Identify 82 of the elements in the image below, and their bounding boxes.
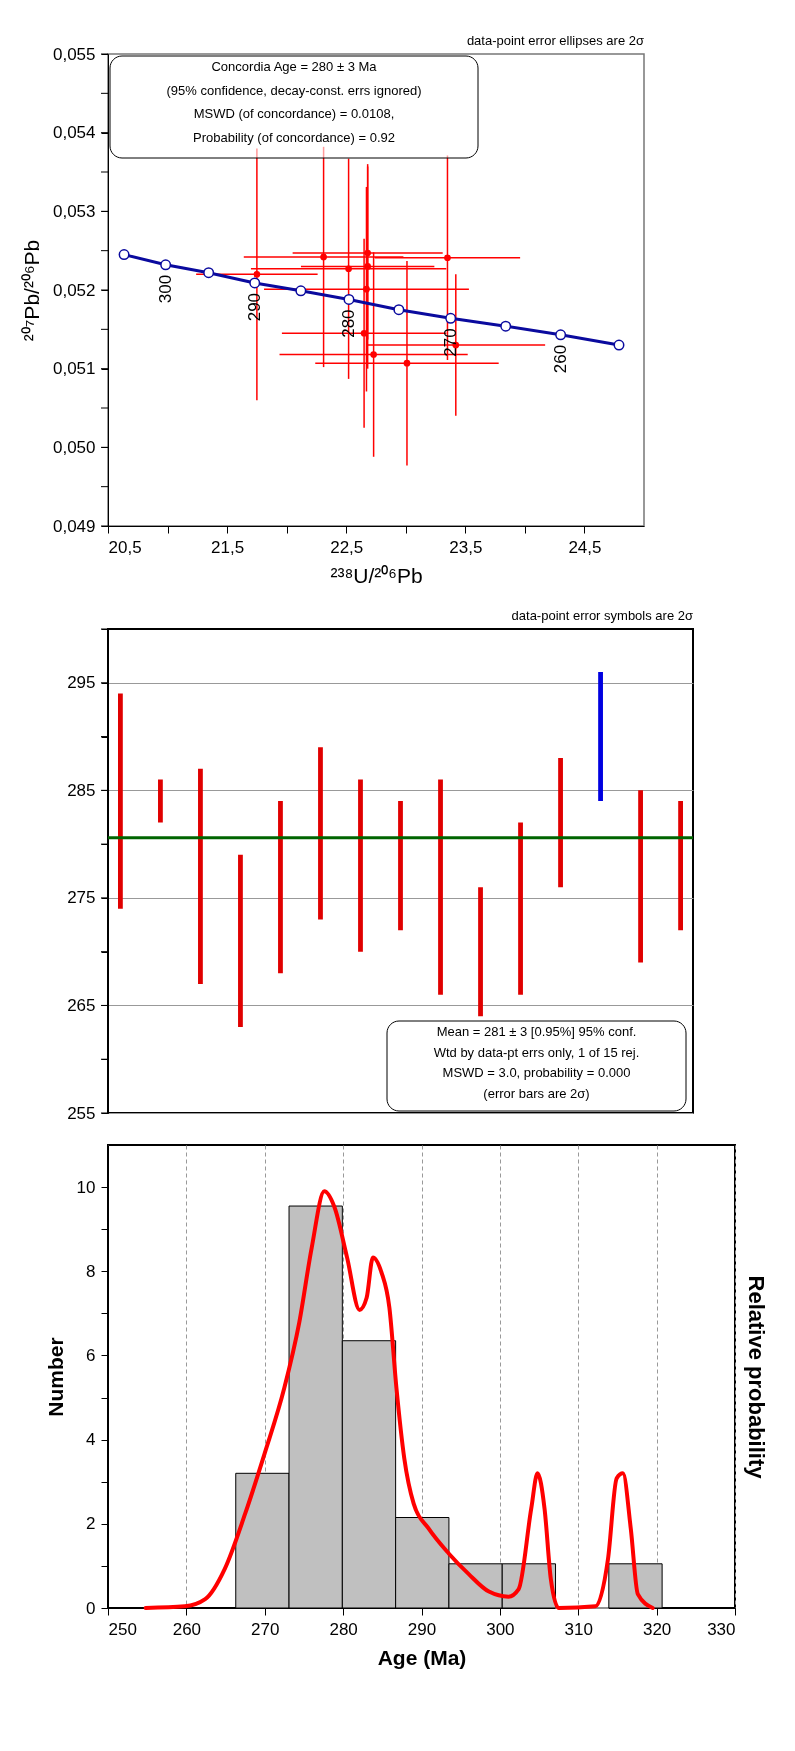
point (295, 285, 307, 297)
bar (678, 801, 683, 931)
y-tick-label: 0,050 (52, 437, 96, 457)
x-tick-label: 320 (642, 1619, 672, 1639)
point (613, 339, 625, 351)
point (320, 253, 327, 261)
point (445, 312, 457, 324)
bar (558, 758, 563, 888)
annotation: Concordia Age = 280 ± 3 Ma (95% confidence, decay-const. errs ignored) MSWD (of concordance) = 0.0108, Probability (of concordance) = 0.92 (166, 59, 422, 145)
bar (278, 801, 283, 974)
y-tick-label: 0,053 (52, 201, 96, 221)
y-axis-title: Number (43, 1337, 67, 1417)
x-tick-label: 260 (172, 1619, 202, 1639)
y-tick-label: 0,054 (52, 123, 96, 143)
y-tick-label: 285 (67, 780, 96, 800)
annotation: 270 (440, 328, 460, 357)
x-tick-label: 20,5 (108, 537, 142, 557)
point (343, 293, 355, 305)
x-tick-label: 250 (108, 1619, 137, 1639)
y-tick-label: 0,051 (52, 359, 96, 379)
bar (158, 779, 163, 823)
bar (438, 779, 443, 995)
annotation: 290 (244, 292, 264, 322)
point (160, 259, 172, 271)
bar (518, 822, 523, 995)
point (364, 263, 372, 270)
point (203, 267, 215, 279)
annotation: 260 (550, 344, 570, 374)
x-tick-label: 330 (707, 1619, 736, 1639)
y2-axis-title: Relative probability (743, 1275, 769, 1480)
x-tick-label: 22,5 (330, 537, 364, 557)
y-tick-label: 295 (67, 673, 96, 693)
y-axis-title: ²⁰⁷Pb/²⁰⁶Pb (19, 239, 43, 342)
text: data-point error ellipses are 2σ (466, 33, 644, 48)
point (370, 351, 377, 358)
y-tick-label: 8 (86, 1261, 96, 1281)
y-tick-label: 0,052 (52, 280, 96, 300)
x-tick-label: 24,5 (568, 537, 602, 557)
point (363, 285, 370, 293)
bar (478, 887, 483, 1017)
bar (358, 779, 363, 952)
point (249, 277, 261, 289)
point (118, 249, 130, 261)
y-tick-label: 6 (86, 1345, 96, 1365)
point (403, 359, 411, 367)
x-tick-label: 23,5 (449, 537, 483, 557)
annotation: 280 (338, 309, 358, 338)
point (500, 320, 512, 332)
bar (118, 693, 123, 909)
bar (198, 768, 203, 984)
y-tick-label: 0,049 (52, 516, 96, 536)
bar (598, 672, 603, 802)
point (393, 304, 405, 316)
y-tick-label: 275 (67, 888, 96, 908)
annotation: Mean = 281 ± 3 [0.95%] 95% conf. Wtd by data-pt errs only, 1 of 15 rej. MSWD = 3.0, probability = 0.000 (error bars are 2σ) (433, 1024, 640, 1101)
y-tick-label: 10 (76, 1177, 96, 1197)
line-series (143, 1189, 655, 1610)
x-tick-label: 21,5 (211, 537, 245, 557)
bar (638, 790, 643, 963)
annotation: 300 (155, 274, 175, 304)
x-tick-label: 280 (329, 1619, 358, 1639)
point (555, 329, 567, 341)
x-tick-label: 300 (486, 1619, 515, 1639)
y-tick-label: 0,055 (52, 44, 96, 64)
point (345, 265, 352, 273)
bar (398, 801, 403, 931)
y-tick-label: 0 (86, 1598, 96, 1618)
point (253, 270, 261, 278)
bar (238, 854, 243, 1027)
point (444, 254, 451, 262)
x-tick-label: 290 (407, 1619, 437, 1639)
x-tick-label: 270 (251, 1619, 280, 1639)
y-tick-label: 4 (86, 1430, 96, 1450)
x-tick-label: 310 (564, 1619, 593, 1639)
y-tick-label: 265 (67, 995, 96, 1015)
x-axis-title: Age (Ma) (377, 1645, 467, 1669)
text: data-point error symbols are 2σ (511, 608, 693, 623)
x-axis-title: ²³⁸U/²⁰⁶Pb (330, 563, 423, 587)
y-tick-label: 2 (86, 1514, 96, 1534)
bar (318, 747, 323, 920)
y-tick-label: 255 (67, 1103, 96, 1123)
point (364, 249, 372, 257)
